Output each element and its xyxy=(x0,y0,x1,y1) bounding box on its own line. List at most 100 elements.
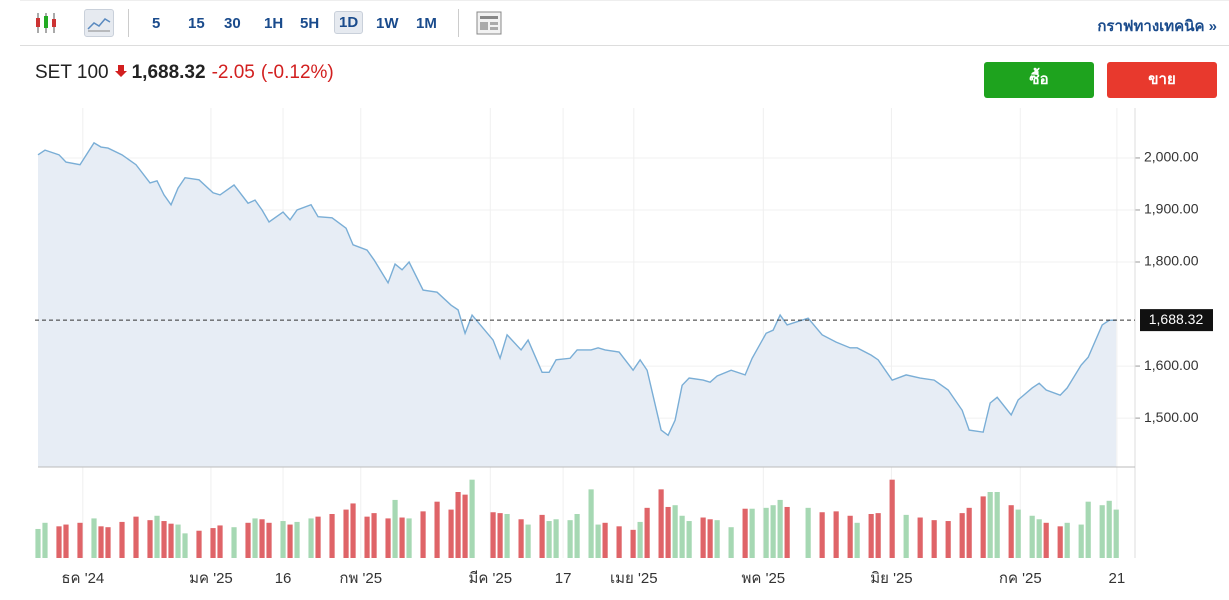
volume-bar xyxy=(182,533,188,558)
volume-bar xyxy=(350,503,356,558)
volume-bar xyxy=(196,530,202,558)
volume-bar xyxy=(406,518,412,558)
x-tick-label: มิย '25 xyxy=(870,570,912,587)
volume-bar xyxy=(980,496,986,558)
area-icon-graphic xyxy=(87,18,111,32)
volume-bar xyxy=(553,519,559,558)
volume-bar xyxy=(784,506,790,558)
volume-bar xyxy=(315,516,321,558)
x-tick-label: มีค '25 xyxy=(468,570,512,587)
interval-button[interactable]: 1D xyxy=(334,11,364,34)
volume-bar xyxy=(1064,522,1070,558)
volume-bar xyxy=(497,513,503,558)
interval-button[interactable]: 5 xyxy=(152,15,161,32)
volume-bar xyxy=(266,522,272,558)
volume-bar xyxy=(1029,515,1035,558)
volume-bar xyxy=(917,517,923,558)
volume-bar xyxy=(105,527,111,558)
interval-button[interactable]: 1H xyxy=(264,15,284,32)
volume-bar xyxy=(42,522,48,558)
volume-bar xyxy=(364,516,370,558)
current-price-label: 1,688.32 xyxy=(1149,311,1204,327)
volume-bar xyxy=(455,492,461,558)
interval-button[interactable]: 5H xyxy=(300,15,320,32)
volume-bar xyxy=(385,518,391,558)
volume-bar xyxy=(539,514,545,558)
volume-bar xyxy=(210,528,216,558)
volume-bar xyxy=(217,525,223,558)
volume-bar xyxy=(280,521,286,558)
sell-button[interactable]: ขาย xyxy=(1107,62,1217,98)
volume-bar xyxy=(63,524,69,558)
volume-bar xyxy=(875,513,881,558)
volume-bar xyxy=(175,524,181,558)
down-arrow xyxy=(114,65,127,77)
volume-bar xyxy=(630,529,636,558)
x-tick-label: 16 xyxy=(275,570,292,587)
volume-bar xyxy=(805,507,811,558)
volume-bar xyxy=(252,518,258,558)
toolbar: 5 15 30 1H 5H 1D 1W 1M กราฟทางเทคนิค » xyxy=(20,0,1229,46)
volume-bar xyxy=(770,505,776,558)
y-tick-label: 1,800.00 xyxy=(1144,253,1199,269)
candle-icon[interactable] xyxy=(34,11,62,35)
symbol: SET 100 xyxy=(35,62,109,83)
volume-bar xyxy=(1036,519,1042,558)
volume-bar xyxy=(602,522,608,558)
volume-bar xyxy=(1078,524,1084,558)
volume-bar xyxy=(525,524,531,558)
volume-bar xyxy=(434,501,440,558)
volume-bar xyxy=(1043,522,1049,558)
volume-bar xyxy=(777,499,783,558)
x-tick-label: เมย '25 xyxy=(610,570,658,587)
volume-bar xyxy=(945,521,951,558)
volume-bar xyxy=(504,514,510,558)
volume-bar xyxy=(1106,500,1112,558)
interval-button[interactable]: 1M xyxy=(416,15,437,32)
interval-button[interactable]: 15 xyxy=(188,15,205,32)
volume-bar xyxy=(161,521,167,558)
volume-bar xyxy=(637,521,643,558)
volume-bar xyxy=(889,479,895,558)
change: -2.05 xyxy=(211,62,255,83)
current-price-box xyxy=(1140,309,1213,332)
volume-bar xyxy=(658,489,664,558)
volume-bar xyxy=(574,514,580,558)
chart: ธค '24 มค '25 16 กพ '25 มีค '25 17 เมย '25 พค '… xyxy=(35,108,1213,587)
volume-bar xyxy=(679,515,685,558)
y-tick-label: 2,000.00 xyxy=(1144,149,1199,165)
volume-bar xyxy=(994,492,1000,558)
volume-bar xyxy=(1015,509,1021,558)
interval-button[interactable]: 1W xyxy=(376,15,399,32)
volume-bar xyxy=(714,520,720,558)
volume-bar xyxy=(588,489,594,558)
y-tick-label: 1,600.00 xyxy=(1144,357,1199,373)
volume-bar xyxy=(1113,509,1119,558)
volume-bar xyxy=(749,508,755,558)
volume-bar xyxy=(847,515,853,558)
volume-bar xyxy=(343,509,349,558)
volume-bar xyxy=(308,518,314,558)
area-fill xyxy=(38,142,1117,467)
volume-bar xyxy=(168,523,174,558)
volume-bar xyxy=(959,513,965,558)
volume-bar xyxy=(1099,505,1105,558)
buy-button[interactable]: ซื้อ xyxy=(984,62,1094,98)
layout-icon[interactable] xyxy=(476,11,502,35)
area-icon[interactable] xyxy=(84,9,114,37)
volume-bar xyxy=(91,518,97,558)
volume-bar xyxy=(98,526,104,558)
technical-chart-link[interactable]: กราฟทางเทคนิค » xyxy=(1097,18,1217,35)
x-tick-label: กค '25 xyxy=(999,570,1042,587)
price-line xyxy=(37,141,1117,437)
volume-bar xyxy=(728,527,734,558)
volume-bar xyxy=(763,507,769,558)
divider xyxy=(128,9,129,37)
volume-bar xyxy=(616,526,622,558)
volume-bar xyxy=(329,514,335,558)
volume-bar xyxy=(399,517,405,558)
volume-bar xyxy=(987,492,993,558)
interval-button[interactable]: 30 xyxy=(224,15,241,32)
volume-bar xyxy=(490,512,496,558)
